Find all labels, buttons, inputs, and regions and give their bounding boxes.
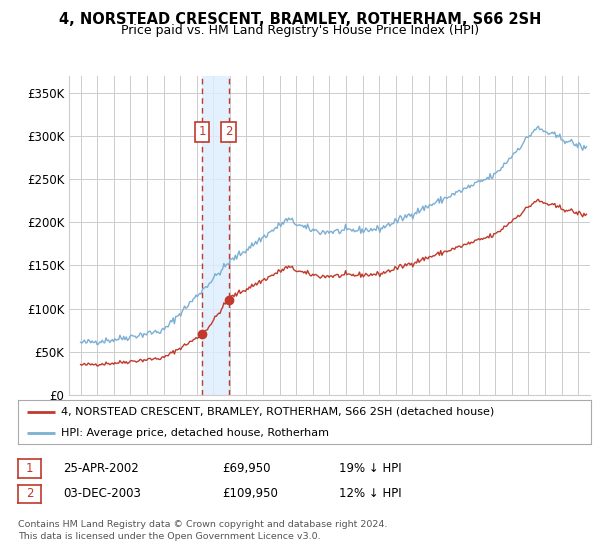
Text: 1: 1: [26, 462, 33, 475]
Text: 19% ↓ HPI: 19% ↓ HPI: [339, 462, 401, 475]
Text: 4, NORSTEAD CRESCENT, BRAMLEY, ROTHERHAM, S66 2SH (detached house): 4, NORSTEAD CRESCENT, BRAMLEY, ROTHERHAM…: [61, 407, 494, 417]
Text: 4, NORSTEAD CRESCENT, BRAMLEY, ROTHERHAM, S66 2SH: 4, NORSTEAD CRESCENT, BRAMLEY, ROTHERHAM…: [59, 12, 541, 27]
Text: £69,950: £69,950: [222, 462, 271, 475]
Text: 2: 2: [225, 125, 232, 138]
Text: £109,950: £109,950: [222, 487, 278, 501]
Text: 25-APR-2002: 25-APR-2002: [63, 462, 139, 475]
Text: Contains HM Land Registry data © Crown copyright and database right 2024.: Contains HM Land Registry data © Crown c…: [18, 520, 388, 529]
Text: Price paid vs. HM Land Registry's House Price Index (HPI): Price paid vs. HM Land Registry's House …: [121, 24, 479, 38]
Text: 03-DEC-2003: 03-DEC-2003: [63, 487, 141, 501]
Text: 1: 1: [198, 125, 206, 138]
Text: This data is licensed under the Open Government Licence v3.0.: This data is licensed under the Open Gov…: [18, 532, 320, 541]
Text: 12% ↓ HPI: 12% ↓ HPI: [339, 487, 401, 501]
Bar: [202, 76, 229, 395]
Text: 2: 2: [26, 487, 33, 501]
Text: HPI: Average price, detached house, Rotherham: HPI: Average price, detached house, Roth…: [61, 428, 329, 438]
